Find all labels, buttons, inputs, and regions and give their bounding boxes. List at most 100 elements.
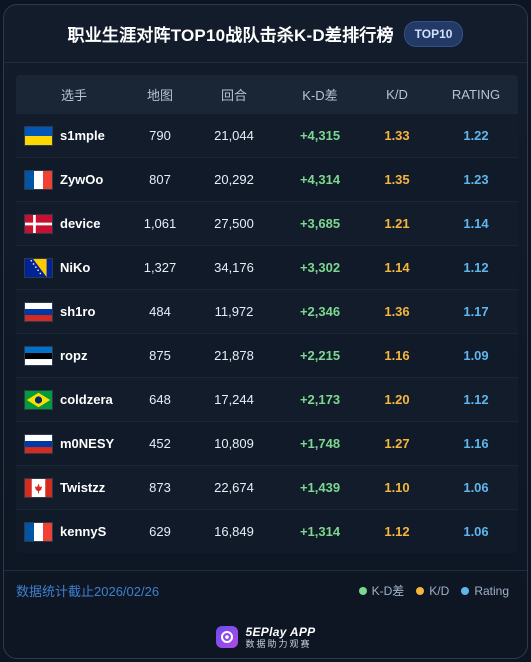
kd-cell: 1.35 xyxy=(384,172,410,187)
flag-canada-icon xyxy=(24,477,53,498)
maps-cell: 1,061 xyxy=(143,216,177,231)
flag-france-icon xyxy=(24,521,53,542)
legend-dot-kd-diff xyxy=(358,586,367,595)
brand-name: 5EPlay APP xyxy=(245,624,316,639)
column-header-rating[interactable]: RATING xyxy=(451,86,501,102)
maps-cell: 807 xyxy=(149,172,171,187)
legend-dot-kd xyxy=(416,586,425,595)
table-row[interactable]: ZywOo 807 20,292 +4,314 1.35 1.23 xyxy=(16,157,518,201)
player-cell: Twistzz xyxy=(16,477,132,498)
legend-label-rating: Rating xyxy=(474,583,509,598)
column-header-kd[interactable]: K/D xyxy=(386,86,408,102)
rounds-cell: 21,878 xyxy=(214,348,254,363)
rounds-cell: 34,176 xyxy=(214,260,254,275)
legend-label-kd-diff: K-D差 xyxy=(371,584,405,598)
player-name[interactable]: coldzera xyxy=(60,392,113,407)
flag-estonia-icon xyxy=(24,345,53,366)
rating-cell: 1.06 xyxy=(463,524,489,539)
data-cutoff-note: 数据统计截止2026/02/26 xyxy=(16,584,160,599)
flag-russia-icon xyxy=(24,433,53,454)
rating-cell: 1.22 xyxy=(463,128,489,143)
rating-cell: 1.09 xyxy=(463,348,489,363)
player-name[interactable]: NiKo xyxy=(60,260,91,275)
column-header-rounds[interactable]: 回合 xyxy=(220,87,247,103)
table-row[interactable]: NiKo 1,327 34,176 +3,302 1.14 1.12 xyxy=(16,245,518,289)
rating-cell: 1.16 xyxy=(463,436,489,451)
legend-item-rating: Rating xyxy=(461,584,509,598)
table-row[interactable]: sh1ro 484 11,972 +2,346 1.36 1.17 xyxy=(16,289,518,333)
player-name[interactable]: m0NESY xyxy=(60,436,115,451)
kd-diff-cell: +4,315 xyxy=(299,128,341,143)
kd-diff-cell: +3,302 xyxy=(299,260,341,275)
kd-diff-cell: +2,346 xyxy=(299,304,341,319)
table-header-row: 选手 地图 回合 K-D差 K/D RATING xyxy=(16,75,518,113)
player-cell: kennyS xyxy=(16,521,132,542)
player-cell: s1mple xyxy=(16,125,132,146)
kd-cell: 1.27 xyxy=(384,436,410,451)
column-header-kd-diff[interactable]: K-D差 xyxy=(302,87,338,103)
flag-denmark-icon xyxy=(24,213,53,234)
brand: 5EPlay APP 数据助力观赛 xyxy=(4,622,527,652)
table-row[interactable]: ropz 875 21,878 +2,215 1.16 1.09 xyxy=(16,333,518,377)
column-header-player[interactable]: 选手 xyxy=(60,87,87,103)
player-cell: device xyxy=(16,213,132,234)
table-row[interactable]: m0NESY 452 10,809 +1,748 1.27 1.16 xyxy=(16,421,518,465)
rating-cell: 1.23 xyxy=(463,172,489,187)
top10-badge: TOP10 xyxy=(403,20,464,47)
kd-cell: 1.33 xyxy=(384,128,410,143)
kd-diff-cell: +4,314 xyxy=(299,172,341,187)
rounds-cell: 27,500 xyxy=(214,216,254,231)
rounds-cell: 17,244 xyxy=(214,392,254,407)
kd-cell: 1.14 xyxy=(384,260,410,275)
maps-cell: 1,327 xyxy=(143,260,177,275)
rounds-cell: 21,044 xyxy=(214,128,254,143)
kd-cell: 1.20 xyxy=(384,392,410,407)
rating-cell: 1.06 xyxy=(463,480,489,495)
player-name[interactable]: sh1ro xyxy=(60,304,96,319)
flag-brazil-icon xyxy=(24,389,53,410)
brand-slogan: 数据助力观赛 xyxy=(245,638,312,649)
rounds-cell: 22,674 xyxy=(214,480,254,495)
legend-item-kd: K/D xyxy=(416,584,449,598)
table-row[interactable]: s1mple 790 21,044 +4,315 1.33 1.22 xyxy=(16,113,518,157)
kd-cell: 1.36 xyxy=(384,304,410,319)
flag-bosnia-icon xyxy=(24,257,53,278)
player-name[interactable]: device xyxy=(60,216,101,231)
player-name[interactable]: ZywOo xyxy=(60,172,104,187)
flag-france-icon xyxy=(24,169,53,190)
legend-dot-rating xyxy=(461,586,470,595)
5eplay-logo-icon xyxy=(215,626,238,648)
player-name[interactable]: ropz xyxy=(60,348,88,363)
player-cell: ropz xyxy=(16,345,132,366)
maps-cell: 452 xyxy=(149,436,171,451)
player-cell: sh1ro xyxy=(16,301,132,322)
player-cell: m0NESY xyxy=(16,433,132,454)
kd-cell: 1.21 xyxy=(384,216,410,231)
kd-diff-cell: +1,439 xyxy=(299,480,341,495)
table-row[interactable]: Twistzz 873 22,674 +1,439 1.10 1.06 xyxy=(16,465,518,509)
kd-diff-cell: +2,215 xyxy=(299,348,341,363)
player-name[interactable]: s1mple xyxy=(60,128,105,143)
table-row[interactable]: kennyS 629 16,849 +1,314 1.12 1.06 xyxy=(16,509,518,553)
player-name[interactable]: kennyS xyxy=(60,524,107,539)
rounds-cell: 16,849 xyxy=(214,524,254,539)
maps-cell: 629 xyxy=(149,524,171,539)
kd-diff-cell: +1,748 xyxy=(299,436,341,451)
table-row[interactable]: coldzera 648 17,244 +2,173 1.20 1.12 xyxy=(16,377,518,421)
rating-cell: 1.12 xyxy=(463,260,489,275)
kd-diff-cell: +2,173 xyxy=(299,392,341,407)
maps-cell: 875 xyxy=(149,348,171,363)
player-name[interactable]: Twistzz xyxy=(60,480,106,495)
rounds-cell: 10,809 xyxy=(214,436,254,451)
page-title: 职业生涯对阵TOP10战队击杀K-D差排行榜 xyxy=(67,26,394,45)
rounds-cell: 11,972 xyxy=(214,304,254,319)
rounds-cell: 20,292 xyxy=(214,172,254,187)
footer: 数据统计截止2026/02/26 K-D差 K/D Rating xyxy=(4,570,527,610)
table-row[interactable]: device 1,061 27,500 +3,685 1.21 1.14 xyxy=(16,201,518,245)
flag-ukraine-icon xyxy=(24,125,53,146)
legend-label-kd: K/D xyxy=(429,583,450,598)
rating-cell: 1.12 xyxy=(463,392,489,407)
maps-cell: 648 xyxy=(149,392,171,407)
leaderboard-table: 选手 地图 回合 K-D差 K/D RATING s1mple 790 21,044… xyxy=(16,75,518,553)
column-header-maps[interactable]: 地图 xyxy=(146,87,173,103)
